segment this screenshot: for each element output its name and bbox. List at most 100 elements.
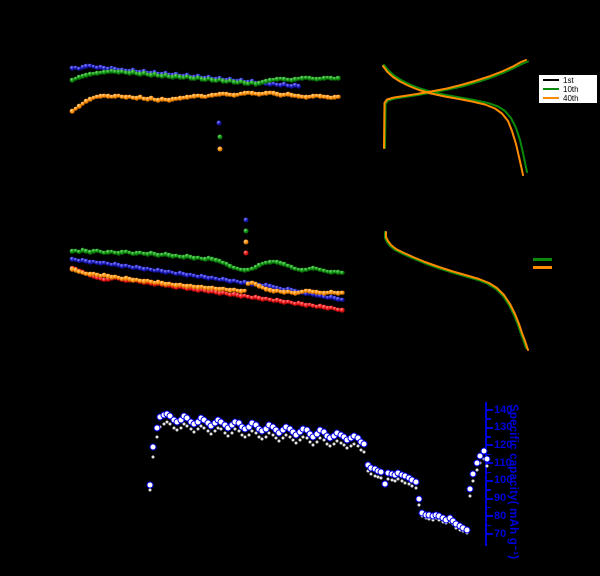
middle-left-orange-point: [274, 288, 280, 293]
capacity-axis-minor-tick: [487, 453, 491, 456]
middle-left-legend-marker-blue: [243, 217, 249, 223]
middle-left-orange-point: [184, 283, 190, 289]
top-left-orange-point: [321, 94, 327, 99]
middle-left-orange-point: [166, 281, 172, 286]
middle-left-green-point: [130, 251, 136, 256]
bottom-small_dots-point: [386, 477, 390, 481]
top-left-orange-point: [210, 92, 215, 98]
middle-left-blue-point: [102, 260, 107, 265]
middle-left-green-point: [289, 264, 294, 270]
middle-left-red-point: [321, 304, 327, 310]
top-left-blue-point: [271, 81, 276, 86]
middle-left-orange-point: [94, 272, 100, 277]
middle-left-orange-point: [224, 287, 230, 292]
top-left-blue-point: [102, 65, 107, 71]
top-left-orange-point: [307, 94, 312, 99]
bottom-small_dots-point: [403, 481, 407, 485]
capacity-axis-major-tick: [487, 515, 493, 518]
middle-left-blue-point: [228, 278, 233, 284]
top-left-orange-point: [224, 91, 230, 97]
middle-left-orange-point: [130, 277, 136, 283]
middle-left-red-point: [253, 294, 258, 300]
bottom-large_circles-point: [469, 470, 477, 478]
top-left-green-point: [307, 75, 312, 81]
bottom-small_dots-point: [315, 440, 319, 444]
bottom-small_dots-point: [376, 475, 380, 479]
top-left-orange-point: [271, 90, 276, 96]
bottom-small_dots-point: [185, 424, 189, 428]
middle-left-green-point: [249, 266, 255, 271]
bottom-small_dots-point: [189, 427, 193, 431]
middle-left-blue-point: [127, 264, 132, 269]
top-left-green-point: [336, 75, 341, 81]
bottom-small_dots-point: [308, 440, 312, 444]
bottom-small_dots-point: [254, 431, 258, 435]
middle-left-blue-point: [238, 280, 244, 285]
middle-left-orange-point: [238, 288, 244, 294]
top-left-orange-point: [253, 91, 258, 96]
bottom-small_dots-point: [407, 482, 411, 486]
top-left-green-point: [264, 78, 269, 84]
middle-left-green-point: [213, 257, 219, 263]
top-left-blue-point: [267, 81, 273, 87]
middle-left-legend-marker-green: [243, 228, 249, 234]
bottom-small_dots-point: [396, 477, 400, 481]
top-left-blue-point: [289, 83, 294, 89]
top-left-green-point: [138, 71, 143, 77]
capacity-axis-tick-label: 100: [494, 474, 513, 487]
middle-left-orange-point: [336, 290, 341, 296]
top-left-green-point: [199, 76, 204, 82]
bottom-small_dots-point: [485, 464, 489, 468]
middle-left-orange-point: [206, 285, 212, 291]
bottom-small_dots-point: [427, 517, 431, 521]
middle-left-orange-point: [310, 289, 316, 294]
middle-left-blue-point: [242, 279, 248, 285]
middle-left-green-point: [300, 267, 305, 273]
middle-left-orange-point: [123, 275, 129, 281]
bottom-small_dots-point: [471, 479, 475, 483]
middle-left-red-point: [228, 292, 233, 297]
middle-left-orange-point: [170, 282, 176, 287]
middle-left-green-point: [256, 262, 262, 268]
top-left-green-point: [109, 68, 114, 74]
middle-left-green-point: [123, 249, 129, 254]
bottom-small_dots-point: [356, 444, 360, 448]
middle-left-green-point: [181, 254, 186, 260]
bottom-small_dots-point: [417, 503, 421, 507]
middle-left-blue-point: [130, 265, 136, 270]
top-left-green-point: [271, 77, 276, 82]
bottom-small_dots-point: [281, 436, 285, 440]
top-left-green-point: [170, 74, 176, 80]
bottom-small_dots-point: [196, 427, 200, 431]
bottom-small_dots-point: [155, 435, 159, 439]
middle-left-blue-point: [156, 267, 161, 273]
capacity-axis-tick-label: 120: [494, 438, 513, 451]
top-left-orange-point: [318, 93, 323, 99]
middle-left-blue-point: [116, 262, 122, 268]
middle-left-red-point: [192, 286, 197, 292]
middle-left-orange-point: [163, 281, 168, 287]
top-left-green-point: [127, 70, 132, 76]
middle-left-green-point: [235, 266, 240, 271]
middle-left-blue-point: [76, 258, 82, 263]
bottom-small_dots-point: [373, 474, 377, 478]
middle-left-orange-point: [159, 280, 165, 286]
top-left-orange-point: [152, 97, 158, 102]
top-left-legend-marker-orange: [217, 146, 223, 152]
bottom-small_dots-point: [209, 432, 213, 436]
middle-left-green-point: [152, 251, 158, 257]
legend-row-1st: 1st: [543, 76, 593, 85]
middle-left-green-point: [80, 247, 86, 253]
middle-left-red-point: [303, 302, 309, 308]
top-left-green-point: [148, 72, 154, 78]
capacity-axis-tick-label: 110: [494, 456, 512, 469]
middle-left-green-point: [199, 256, 204, 261]
top-left-orange-point: [256, 91, 262, 97]
middle-left-red-point: [238, 293, 244, 299]
middle-left-green-point: [339, 270, 345, 275]
top-left-green-point: [152, 71, 158, 77]
top-left-orange-point: [282, 92, 287, 97]
middle-left-blue-point: [123, 263, 129, 268]
middle-left-orange-point: [256, 283, 262, 289]
